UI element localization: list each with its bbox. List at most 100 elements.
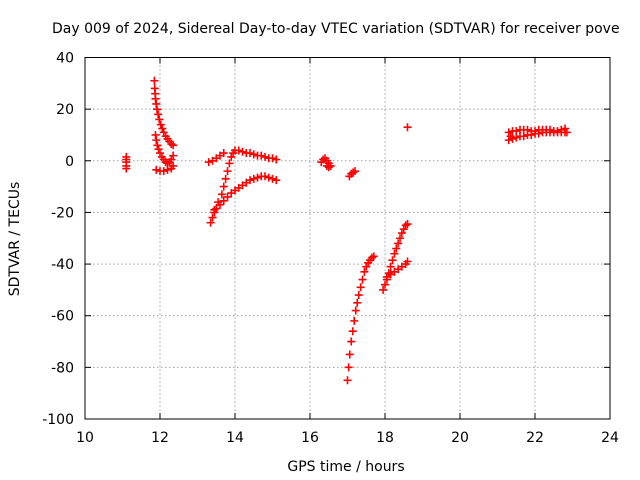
data-point	[122, 164, 131, 173]
data-point	[163, 165, 172, 174]
data-points	[122, 76, 571, 385]
data-point	[264, 173, 273, 182]
series-pass-16.3h	[317, 154, 335, 172]
x-tick-label: 14	[226, 430, 244, 446]
data-point	[221, 174, 230, 183]
y-tick-label: -40	[51, 257, 74, 273]
data-point	[246, 149, 254, 158]
x-tick-label: 20	[451, 430, 469, 446]
data-point	[210, 205, 219, 214]
data-point	[390, 249, 399, 258]
y-tick-label: -80	[51, 360, 74, 376]
data-point	[169, 161, 178, 170]
data-point	[150, 76, 159, 85]
series-pass-18.6h	[403, 123, 412, 132]
data-point	[169, 151, 178, 160]
data-point	[546, 125, 554, 134]
data-point	[156, 120, 165, 129]
data-point	[204, 158, 213, 167]
data-point	[234, 146, 243, 155]
data-point	[344, 363, 353, 372]
data-point	[350, 316, 359, 325]
x-tick-label: 22	[526, 430, 544, 446]
data-point	[561, 124, 569, 133]
data-point	[343, 376, 352, 385]
data-point	[345, 350, 354, 359]
x-axis-label: GPS time / hours	[287, 459, 404, 475]
y-tick-label: -20	[51, 205, 74, 221]
data-point	[159, 167, 168, 176]
data-point	[381, 280, 389, 289]
data-point	[227, 152, 236, 161]
data-point	[347, 337, 356, 346]
y-tick-label: -60	[51, 309, 74, 325]
data-point	[223, 192, 232, 201]
data-point	[238, 147, 247, 156]
data-point	[553, 127, 562, 136]
series-pass-13.3h-upper	[204, 146, 281, 214]
data-point	[322, 161, 331, 170]
data-point	[268, 154, 277, 163]
data-point	[397, 229, 406, 238]
data-point	[257, 151, 266, 160]
series-pass-11.8h-upper	[150, 76, 178, 150]
y-tick-label: -100	[42, 412, 74, 428]
x-tick-label: 16	[301, 430, 319, 446]
data-point	[351, 306, 360, 315]
data-point	[253, 173, 262, 182]
x-tick-label: 12	[151, 430, 169, 446]
data-point	[261, 152, 269, 161]
data-point	[392, 244, 401, 253]
data-point	[512, 127, 521, 136]
data-point	[379, 285, 388, 294]
data-point	[206, 218, 215, 227]
series-pass-21.4h	[504, 124, 571, 145]
data-point	[403, 123, 412, 132]
x-tick-label: 10	[76, 430, 94, 446]
data-point	[523, 125, 532, 134]
data-point	[159, 128, 168, 137]
data-point	[261, 172, 269, 181]
axis-ticks	[84, 57, 611, 420]
data-point	[401, 221, 410, 230]
data-point	[217, 190, 226, 199]
data-point	[324, 163, 333, 172]
chart-title: Day 009 of 2024, Sidereal Day-to-day VTE…	[52, 21, 620, 37]
data-point	[169, 141, 178, 150]
y-axis-label: SDTVAR / TECUs	[7, 182, 23, 297]
data-point	[356, 283, 365, 292]
data-point	[504, 128, 513, 137]
data-point	[403, 257, 412, 266]
series-pass-11.8h-lower	[151, 130, 178, 176]
x-tick-label: 18	[376, 430, 394, 446]
data-point	[212, 204, 221, 213]
data-point	[219, 182, 228, 191]
data-point	[156, 149, 164, 158]
grid	[85, 57, 610, 419]
data-point	[219, 196, 228, 205]
data-point	[225, 159, 234, 168]
y-tick-label: 20	[56, 102, 74, 118]
x-tick-label: 24	[601, 430, 619, 446]
data-point	[152, 165, 161, 174]
data-point	[153, 141, 162, 150]
data-point	[154, 145, 163, 154]
series-pass-17.0h	[343, 252, 378, 385]
y-tick-label: 40	[56, 51, 74, 67]
plot-frame	[84, 57, 611, 420]
data-point	[562, 128, 571, 137]
series-pass-13.3h-lower	[206, 172, 281, 227]
data-point	[223, 167, 232, 176]
axis-tick-labels: 10 12 14 16 18 20 22 24 -100 -80 -60 -40 -20 0 20 40	[42, 51, 619, 447]
data-point	[396, 234, 404, 243]
data-point	[208, 213, 217, 222]
data-point	[249, 174, 258, 183]
y-tick-label: 0	[65, 154, 74, 170]
data-point	[249, 150, 258, 159]
data-point	[504, 136, 513, 145]
data-point	[369, 252, 378, 261]
data-point	[272, 155, 281, 164]
data-point	[152, 136, 161, 145]
data-point	[531, 127, 539, 136]
data-point	[246, 176, 254, 185]
